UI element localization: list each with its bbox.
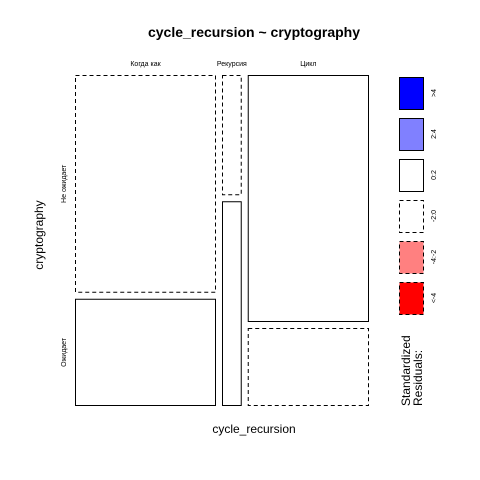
y-category-labels: Не ожидает Ожидает: [61, 164, 68, 367]
mosaic-tile: [222, 75, 242, 196]
y-category-label: Ожидает: [61, 337, 68, 367]
legend-label: <-4: [431, 293, 438, 303]
legend-swatch: [399, 159, 424, 192]
legend-swatch: [399, 241, 424, 274]
mosaic-tile: [247, 75, 370, 322]
mosaic-tiles: [75, 75, 370, 406]
mosaic-tile: [75, 298, 216, 406]
mosaic-tile: [222, 201, 242, 406]
y-category-label: Не ожидает: [61, 164, 68, 203]
legend-label: >4: [431, 89, 438, 97]
legend-label: -4:-2: [431, 250, 438, 265]
mosaic-tile: [247, 328, 370, 406]
x-category-label: Рекурсия: [217, 61, 247, 68]
legend-title: StandardizedResiduals:: [399, 335, 425, 406]
legend: >4 2:4 0:2 -2:0 -4:-2 <-4 StandardizedResidual…: [399, 77, 438, 406]
legend-swatch: [399, 77, 424, 110]
chart-title: cycle_recursion ~ cryptography: [148, 24, 360, 40]
x-category-label: Цикл: [300, 61, 316, 68]
legend-label: 2:4: [431, 129, 438, 139]
y-axis-label: cryptography: [32, 200, 46, 269]
x-category-label: Когда как: [130, 61, 161, 68]
mosaic-tile: [75, 75, 216, 293]
x-category-labels: Когда как Рекурсия Цикл: [130, 61, 316, 68]
legend-swatch: [399, 200, 424, 233]
x-axis-label: cycle_recursion: [212, 422, 295, 436]
legend-label: -2:0: [431, 210, 438, 222]
legend-swatch: [399, 118, 424, 151]
legend-label: 0:2: [431, 170, 438, 180]
legend-swatch: [399, 282, 424, 315]
